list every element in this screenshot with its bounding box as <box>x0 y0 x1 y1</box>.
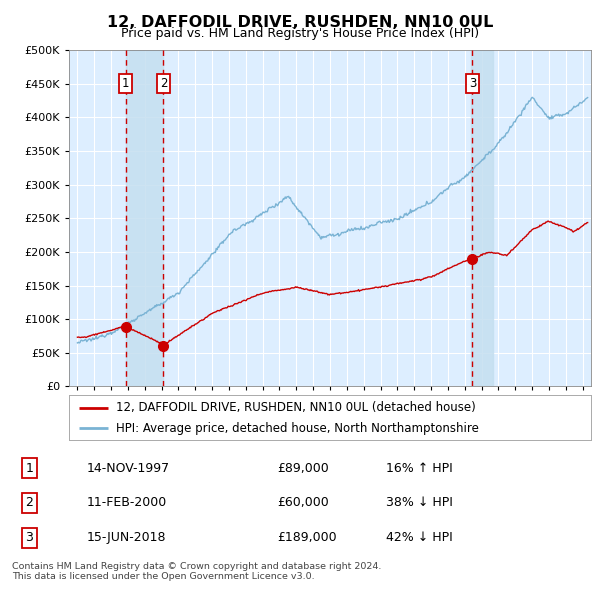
Text: 42% ↓ HPI: 42% ↓ HPI <box>386 532 453 545</box>
Text: Price paid vs. HM Land Registry's House Price Index (HPI): Price paid vs. HM Land Registry's House … <box>121 27 479 40</box>
Text: £60,000: £60,000 <box>277 496 329 510</box>
Text: 12, DAFFODIL DRIVE, RUSHDEN, NN10 0UL: 12, DAFFODIL DRIVE, RUSHDEN, NN10 0UL <box>107 15 493 30</box>
Text: 38% ↓ HPI: 38% ↓ HPI <box>386 496 453 510</box>
Text: 1: 1 <box>122 77 130 90</box>
Text: £89,000: £89,000 <box>277 461 329 474</box>
Text: 16% ↑ HPI: 16% ↑ HPI <box>386 461 453 474</box>
Text: Contains HM Land Registry data © Crown copyright and database right 2024.: Contains HM Land Registry data © Crown c… <box>12 562 382 571</box>
Text: HPI: Average price, detached house, North Northamptonshire: HPI: Average price, detached house, Nort… <box>116 422 479 435</box>
Bar <box>471 50 493 386</box>
Text: 12, DAFFODIL DRIVE, RUSHDEN, NN10 0UL (detached house): 12, DAFFODIL DRIVE, RUSHDEN, NN10 0UL (d… <box>116 401 476 414</box>
Text: 3: 3 <box>469 77 476 90</box>
Text: 3: 3 <box>25 532 33 545</box>
Text: 11-FEB-2000: 11-FEB-2000 <box>87 496 167 510</box>
Text: 1: 1 <box>25 461 33 474</box>
Text: £189,000: £189,000 <box>277 532 337 545</box>
Text: 2: 2 <box>160 77 167 90</box>
Text: This data is licensed under the Open Government Licence v3.0.: This data is licensed under the Open Gov… <box>12 572 314 581</box>
Text: 15-JUN-2018: 15-JUN-2018 <box>87 532 166 545</box>
Bar <box>126 50 163 386</box>
Text: 14-NOV-1997: 14-NOV-1997 <box>87 461 170 474</box>
Text: 2: 2 <box>25 496 33 510</box>
